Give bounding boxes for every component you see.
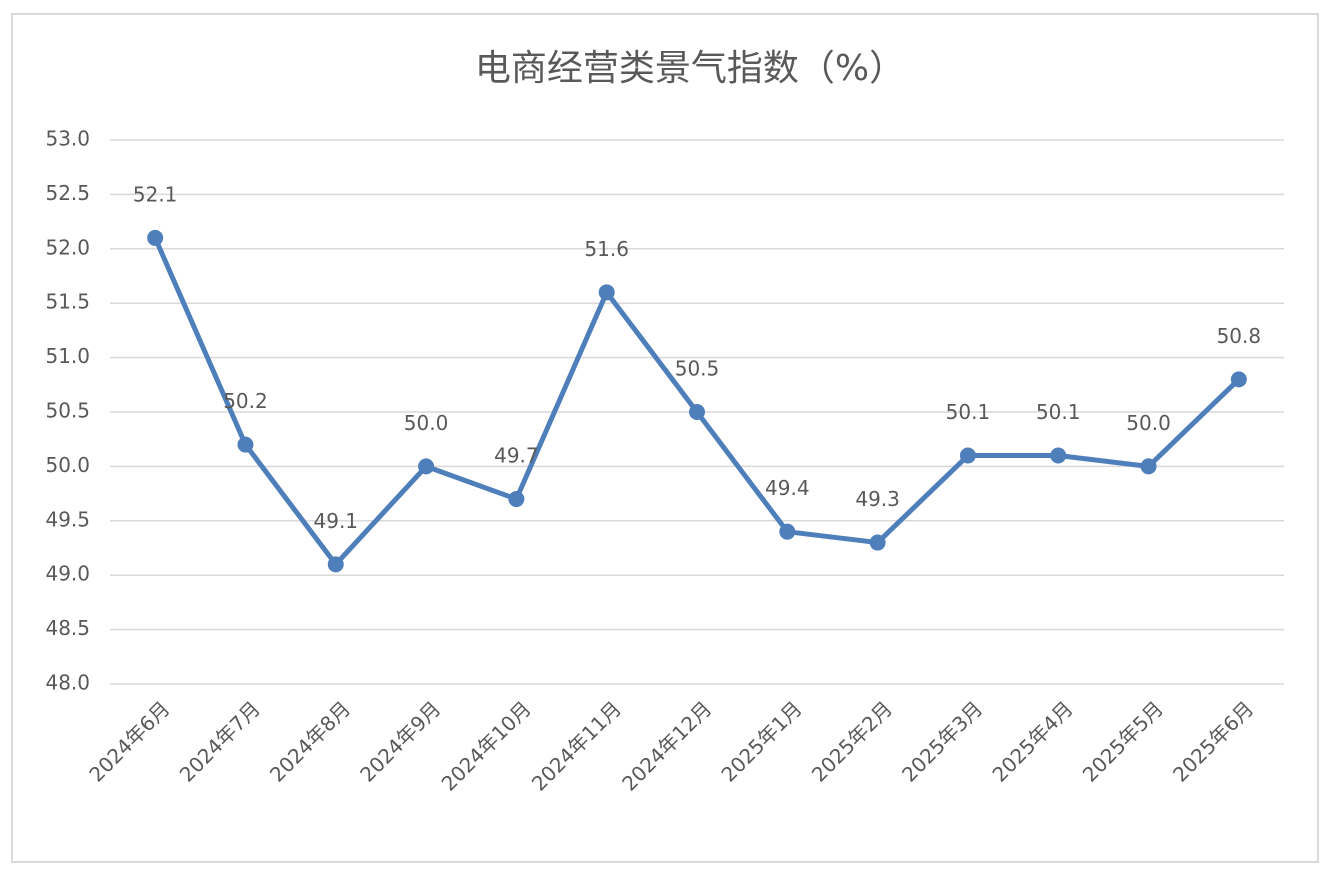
data-point — [689, 404, 705, 420]
data-label: 50.0 — [1126, 411, 1171, 435]
y-tick-label: 49.0 — [45, 562, 90, 586]
data-point — [327, 556, 344, 573]
data-point — [237, 436, 254, 453]
chart-frame — [11, 13, 1319, 863]
y-tick-label: 50.5 — [45, 399, 90, 423]
y-tick-label: 50.0 — [45, 453, 90, 477]
y-tick-label: 51.5 — [45, 290, 90, 314]
data-label: 52.1 — [133, 182, 178, 206]
data-label: 50.8 — [1217, 324, 1262, 348]
data-point — [1230, 371, 1247, 388]
y-tick-label: 48.0 — [45, 671, 90, 695]
data-point — [1050, 447, 1067, 464]
data-label: 49.1 — [314, 509, 359, 533]
data-label: 51.6 — [584, 237, 629, 261]
data-label: 50.1 — [946, 400, 991, 424]
y-tick-label: 52.0 — [45, 235, 90, 259]
data-point — [779, 523, 796, 540]
data-point — [598, 284, 615, 301]
data-label: 50.2 — [223, 389, 268, 413]
data-label: 50.0 — [404, 411, 449, 435]
data-label: 49.7 — [494, 444, 539, 468]
data-label: 49.3 — [855, 487, 900, 511]
data-label: 50.1 — [1036, 400, 1081, 424]
y-tick-label: 49.5 — [45, 507, 90, 531]
data-point — [869, 534, 886, 551]
data-label: 50.5 — [675, 357, 720, 381]
chart-title: 电商经营类景气指数（%） — [475, 48, 905, 89]
data-point — [418, 458, 435, 475]
data-point — [147, 229, 164, 246]
y-tick-label: 48.5 — [45, 616, 90, 640]
data-point — [1140, 458, 1157, 475]
y-tick-label: 52.5 — [45, 181, 90, 205]
data-point — [508, 491, 525, 508]
y-tick-label: 51.0 — [45, 344, 90, 368]
y-tick-label: 53.0 — [45, 127, 90, 151]
data-label: 49.4 — [765, 476, 810, 500]
data-point — [959, 447, 976, 464]
